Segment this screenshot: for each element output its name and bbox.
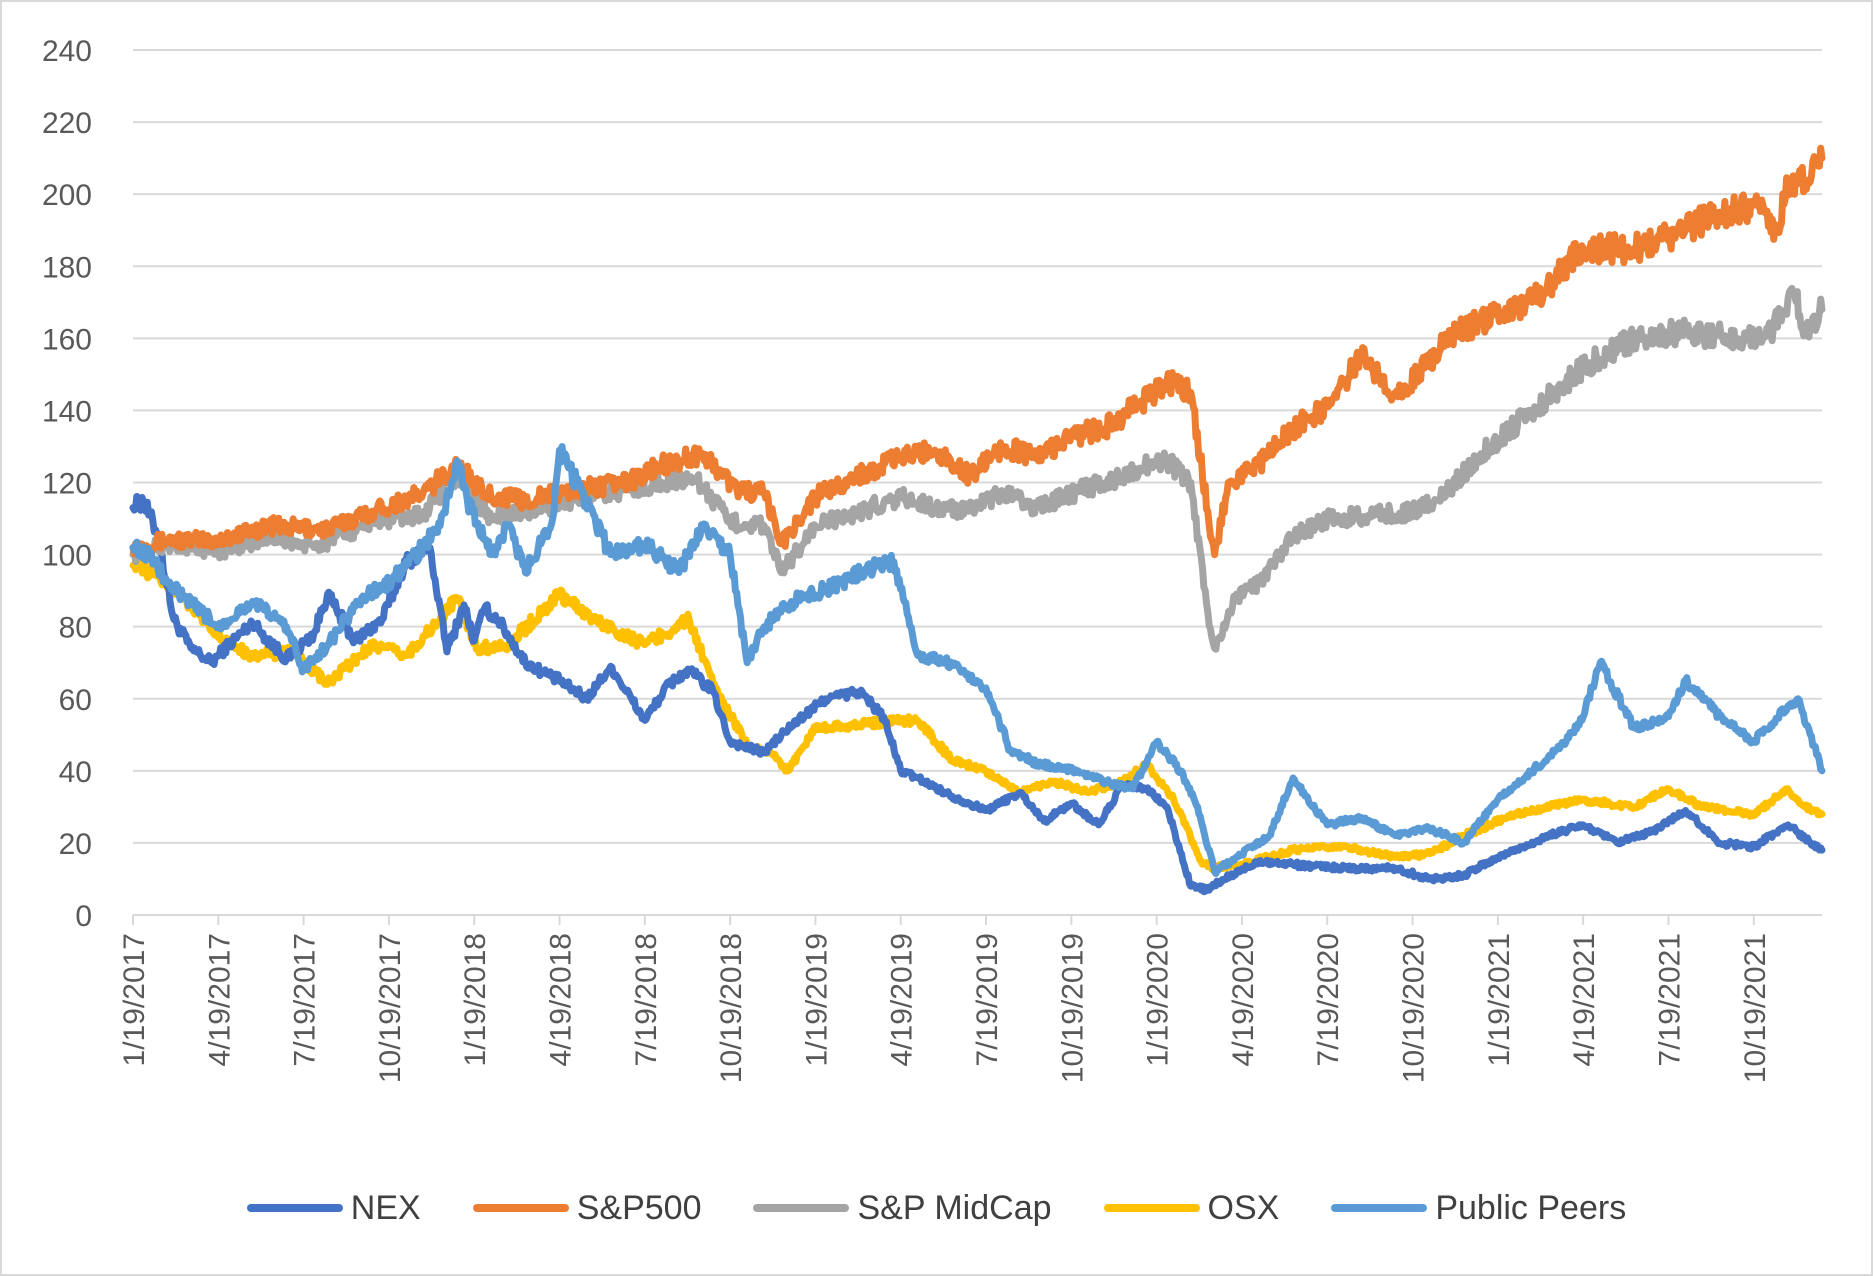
- x-tick-label: 1/19/2020: [1142, 933, 1175, 1066]
- legend-item-osx[interactable]: OSX: [1103, 1188, 1280, 1228]
- x-axis-labels: 1/19/2017 4/19/2017 7/19/2017 10/19/2017 1/1…: [118, 933, 1772, 1083]
- y-tick-label: 120: [42, 468, 92, 501]
- legend-swatch-public-peers: [1331, 1204, 1428, 1212]
- y-tick-label: 160: [42, 323, 92, 356]
- x-tick-label: 10/19/2020: [1398, 933, 1431, 1083]
- series-line-nex: [129, 493, 1826, 896]
- y-tick-label: 200: [42, 179, 92, 212]
- legend-item-sp500[interactable]: S&P500: [472, 1188, 702, 1228]
- legend-label-sp-midcap: S&P MidCap: [857, 1188, 1052, 1227]
- y-tick-label: 180: [42, 251, 92, 284]
- legend: NEX S&P500 S&P MidCap OSX Public Peers: [0, 1186, 1873, 1230]
- legend-swatch-sp500: [472, 1204, 569, 1212]
- series-line-public-peers: [129, 443, 1826, 877]
- x-tick-label: 10/19/2018: [715, 933, 748, 1083]
- legend-label-sp500: S&P500: [576, 1188, 702, 1227]
- x-tick-label: 4/19/2021: [1568, 933, 1601, 1066]
- x-tick-label: 4/19/2018: [545, 933, 578, 1066]
- x-tick-label: 10/19/2019: [1056, 933, 1089, 1083]
- x-tick-label: 10/19/2021: [1739, 933, 1772, 1083]
- x-tick-label: 10/19/2017: [374, 933, 407, 1083]
- legend-item-public-peers[interactable]: Public Peers: [1331, 1189, 1626, 1228]
- legend-swatch-nex: [246, 1204, 343, 1212]
- y-tick-label: 80: [59, 612, 92, 645]
- x-tick-label: 1/19/2017: [118, 933, 151, 1066]
- x-tick-label: 4/19/2019: [886, 933, 919, 1066]
- x-tick-label: 1/19/2019: [800, 933, 833, 1066]
- y-axis-labels: 0 20 40 60 80 100 120 140 160 180 200 220 240: [42, 35, 92, 933]
- y-tick-label: 20: [59, 828, 92, 861]
- legend-item-nex[interactable]: NEX: [246, 1188, 421, 1228]
- x-tick-label: 7/19/2018: [630, 933, 663, 1066]
- x-tick-label: 7/19/2020: [1312, 933, 1345, 1066]
- x-tick-label: 4/19/2017: [203, 933, 236, 1066]
- y-tick-label: 220: [42, 107, 92, 140]
- x-axis: [132, 914, 1822, 925]
- y-tick-label: 240: [42, 35, 92, 68]
- x-tick-label: 1/19/2021: [1483, 933, 1516, 1066]
- legend-swatch-osx: [1103, 1204, 1200, 1212]
- legend-item-sp-midcap[interactable]: S&P MidCap: [753, 1188, 1052, 1228]
- legend-swatch-sp-midcap: [753, 1204, 850, 1212]
- legend-label-public-peers: Public Peers: [1435, 1188, 1627, 1227]
- legend-label-osx: OSX: [1207, 1188, 1280, 1227]
- y-tick-label: 140: [42, 395, 92, 428]
- series-line-osx: [129, 558, 1826, 874]
- y-tick-label: 100: [42, 540, 92, 573]
- gridlines: [133, 49, 1822, 844]
- x-tick-label: 4/19/2020: [1227, 933, 1260, 1066]
- y-tick-label: 40: [59, 756, 92, 789]
- legend-label-nex: NEX: [350, 1188, 421, 1227]
- series-line-s-p-midcap: [129, 284, 1826, 653]
- x-tick-label: 7/19/2017: [289, 933, 322, 1066]
- x-tick-label: 7/19/2019: [971, 933, 1004, 1066]
- y-tick-label: 60: [59, 684, 92, 717]
- series-line-s-p500: [129, 144, 1826, 559]
- y-tick-label: 0: [75, 900, 92, 933]
- x-tick-label: 7/19/2021: [1653, 933, 1686, 1066]
- series-lines: [129, 144, 1826, 896]
- x-tick-label: 1/19/2018: [459, 933, 492, 1066]
